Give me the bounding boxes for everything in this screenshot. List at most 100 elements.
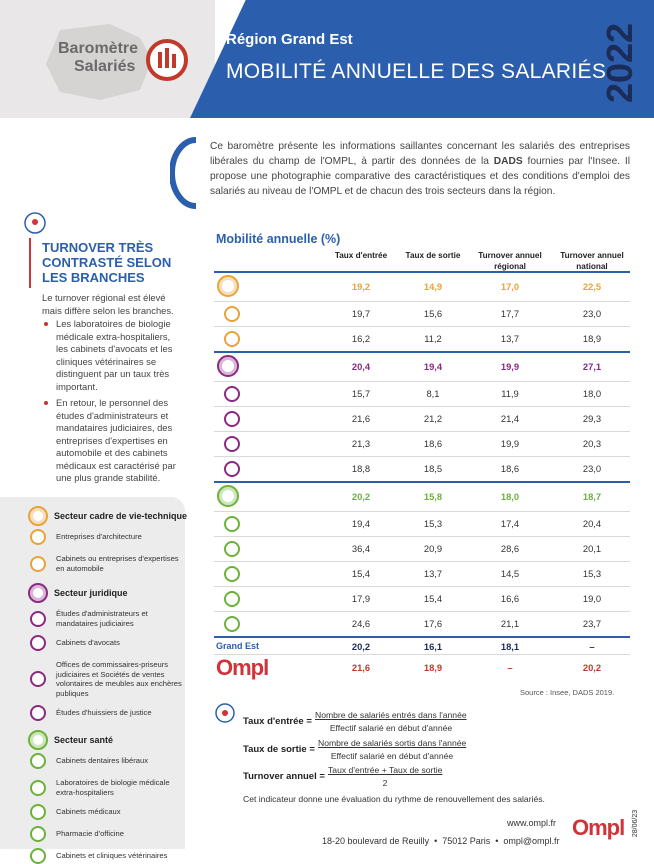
row-rule xyxy=(214,636,630,638)
intro-arc xyxy=(170,137,197,209)
value: 18,5 xyxy=(423,463,443,474)
definition-numerator: Nombre de salariés sortis dans l'année xyxy=(318,738,467,748)
definition-numerator: Nombre de salariés entrés dans l'année xyxy=(315,710,467,720)
value: 18,8 xyxy=(351,463,371,474)
grand-est-value: 16,1 xyxy=(423,641,443,652)
source: Source : Insee, DADS 2019. xyxy=(520,688,615,697)
legend-item: Entreprises d'architecture xyxy=(56,532,142,541)
definition-numerator: Taux d'entrée + Taux de sortie xyxy=(328,765,443,775)
row-rule xyxy=(214,301,630,302)
value: 17,6 xyxy=(423,618,443,629)
branch-icon xyxy=(224,435,240,452)
sector-icon xyxy=(28,730,48,750)
branch-icon xyxy=(30,555,46,572)
value: 20,4 xyxy=(582,518,602,529)
value: 18,6 xyxy=(500,463,520,474)
sector-value: 18,7 xyxy=(582,491,602,502)
ompl-value: 21,6 xyxy=(351,662,371,673)
ompl-value: 18,9 xyxy=(423,662,443,673)
value: 19,0 xyxy=(582,593,602,604)
definition-term: Taux de sortie = xyxy=(243,744,315,755)
legend-sector: Secteur santé xyxy=(54,735,114,745)
value: 8,1 xyxy=(426,388,440,399)
branch-icon xyxy=(224,385,240,402)
branch-icon xyxy=(224,460,240,477)
header-banner xyxy=(190,0,654,118)
ompl-value: – xyxy=(507,662,513,673)
column-header: Turnover annuel régional xyxy=(478,251,542,271)
grand-est-value: 18,1 xyxy=(500,641,520,652)
value: 15,4 xyxy=(423,593,443,604)
row-rule xyxy=(214,561,630,562)
row-rule xyxy=(214,456,630,457)
value: 19,9 xyxy=(500,438,520,449)
intro-text: fournies par l'Insee. Il propose une pho… xyxy=(210,156,630,197)
value: 17,4 xyxy=(500,518,520,529)
value: 15,7 xyxy=(351,388,371,399)
sector-value: 22,5 xyxy=(582,281,602,292)
sector-icon xyxy=(217,355,239,377)
row-rule xyxy=(214,481,630,483)
value: 16,2 xyxy=(351,333,371,344)
legend-item: Études d'administrateurs et mandataires … xyxy=(56,609,148,628)
value: 11,2 xyxy=(424,333,442,344)
sector-icon xyxy=(28,506,48,526)
row-rule xyxy=(214,511,630,512)
sector-value: 19,9 xyxy=(500,361,520,372)
branch-icon xyxy=(30,610,46,627)
value: 19,7 xyxy=(351,308,371,319)
sector-value: 18,0 xyxy=(500,491,520,502)
definition-denominator: Effectif salarié en début d'année xyxy=(329,723,453,733)
definition-denominator: Effectif salarié en début d'année xyxy=(330,751,454,761)
value: 16,6 xyxy=(500,593,520,604)
value: 17,9 xyxy=(351,593,371,604)
date: 28/06/23 xyxy=(632,809,640,838)
badge-text: Salariés xyxy=(74,58,136,75)
sector-value: 27,1 xyxy=(582,361,602,372)
value: 29,3 xyxy=(582,413,602,424)
value: 21,3 xyxy=(351,438,371,449)
branch-icon xyxy=(224,590,240,607)
sidebar-paragraph: Le turnover régional est élevé mais diff… xyxy=(42,292,174,316)
legend-sector: Secteur cadre de vie-technique xyxy=(54,511,188,521)
branch-icon xyxy=(30,826,46,842)
row-rule xyxy=(214,654,630,655)
value: 36,4 xyxy=(351,543,371,554)
branch-icon xyxy=(30,671,46,687)
row-rule xyxy=(214,406,630,407)
value: 13,7 xyxy=(500,333,520,344)
grand-est-label: Grand Est xyxy=(216,641,260,651)
definition-note: Cet indicateur donne une évaluation du r… xyxy=(243,794,545,804)
value: 14,5 xyxy=(500,568,520,579)
grand-est-value: 20,2 xyxy=(351,641,371,652)
value: 19,4 xyxy=(351,518,371,529)
website[interactable]: www.ompl.fr xyxy=(507,818,557,828)
branch-icon xyxy=(30,635,46,651)
ompl-value: 20,2 xyxy=(582,662,602,673)
bullet: En retour, le personnel des études d'adm… xyxy=(56,397,176,483)
legend-item: Cabinets médicaux xyxy=(56,807,121,816)
branch-icon xyxy=(30,779,46,796)
sidebar-title: TURNOVER TRÈS CONTRASTÉ SELON LES BRANCH… xyxy=(42,240,172,285)
branch-icon xyxy=(224,615,240,632)
bullet-dot xyxy=(44,322,48,326)
badge-logo xyxy=(146,39,188,81)
row-rule xyxy=(214,326,630,327)
bullet-dot xyxy=(44,401,48,405)
value: 23,0 xyxy=(582,308,602,319)
footer-logo: Ompl xyxy=(572,815,625,840)
value: 18,6 xyxy=(423,438,443,449)
value: 20,1 xyxy=(582,543,602,554)
value: 18,0 xyxy=(582,388,602,399)
value: 17,7 xyxy=(500,308,520,319)
branch-icon xyxy=(224,330,240,347)
legend-sector: Secteur juridique xyxy=(54,588,128,598)
row-rule xyxy=(214,381,630,382)
year: 2022 xyxy=(599,22,640,104)
legend-item: Cabinets et cliniques vétérinaires xyxy=(56,851,168,860)
intro-bold: DADS xyxy=(493,156,523,167)
address: 18-20 boulevard de Reuilly • 75012 Paris… xyxy=(322,836,560,846)
value: 21,2 xyxy=(423,413,443,424)
legend-item: Offices de commissaires-priseurs judicia… xyxy=(56,660,182,698)
branch-icon xyxy=(224,410,240,427)
